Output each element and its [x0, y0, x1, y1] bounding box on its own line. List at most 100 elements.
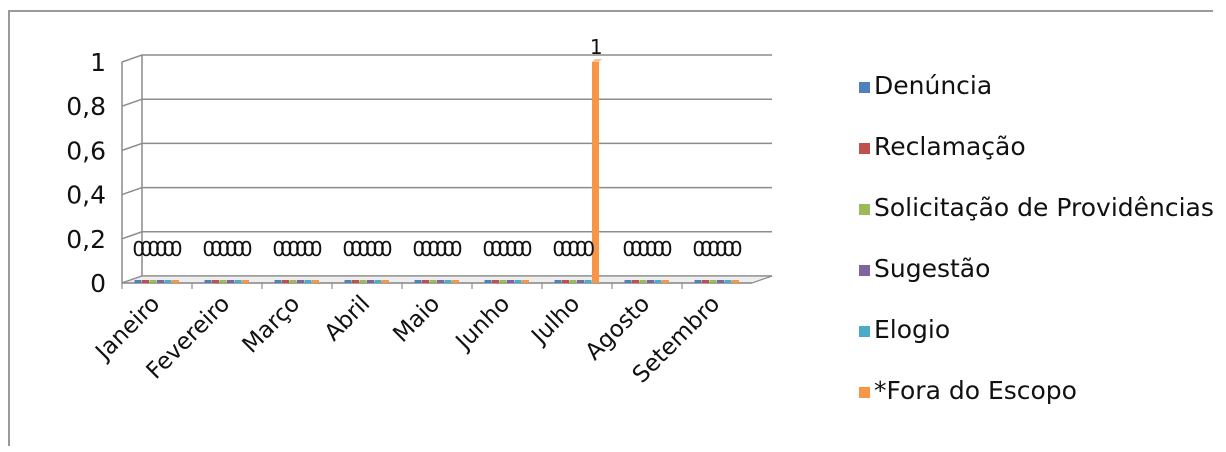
- data-label: 0: [342, 237, 355, 261]
- bar: [352, 280, 359, 283]
- bar: [584, 280, 592, 283]
- data-label: 0: [357, 237, 370, 261]
- bar: [732, 280, 739, 283]
- legend-label: Solicitação de Providências: [874, 193, 1214, 222]
- legend-label: Elogio: [874, 315, 950, 344]
- data-label: 0: [202, 237, 215, 261]
- data-label: 0: [692, 237, 705, 261]
- data-label: 0: [372, 237, 385, 261]
- y-tick-label: 0: [90, 269, 106, 298]
- bar: [639, 280, 647, 283]
- gridline: [121, 98, 772, 107]
- data-label: 0: [232, 237, 245, 261]
- legend-swatch: [859, 265, 870, 276]
- bar: [134, 280, 142, 283]
- data-label: 0: [560, 237, 573, 261]
- bar: [624, 280, 632, 283]
- y-tick-label: 0,4: [66, 181, 106, 210]
- bar: [724, 280, 732, 283]
- bar: [274, 280, 282, 283]
- data-label: 0: [295, 237, 308, 261]
- bar: [164, 280, 172, 283]
- x-tick-label: Julho: [526, 291, 586, 351]
- legend-label: Reclamação: [874, 132, 1026, 161]
- bar: [414, 280, 422, 283]
- bar: [522, 280, 529, 283]
- bar: [709, 280, 717, 283]
- gridline: [121, 186, 772, 196]
- data-label: 0: [497, 237, 510, 261]
- data-label: 0: [715, 237, 728, 261]
- legend-swatch: [859, 204, 870, 215]
- data-label: 0: [435, 237, 448, 261]
- bar: [562, 280, 569, 283]
- data-label: 0: [442, 237, 455, 261]
- legend-swatch: [859, 387, 870, 398]
- bar: [157, 280, 164, 283]
- data-label: 0: [490, 237, 503, 261]
- bar: [227, 280, 234, 283]
- legend-label: *Fora do Escopo: [874, 376, 1077, 405]
- data-label: 0: [225, 237, 238, 261]
- x-tick-label: Abril: [320, 291, 376, 347]
- data-label: 0: [272, 237, 285, 261]
- bar: [219, 280, 227, 283]
- data-label: 0: [505, 237, 518, 261]
- bars: [134, 59, 739, 283]
- bar: [647, 280, 654, 283]
- data-label: 0: [645, 237, 658, 261]
- data-label: 0: [380, 237, 393, 261]
- legend-label: Sugestão: [874, 254, 990, 283]
- x-tick-label: Março: [238, 291, 306, 359]
- data-label: 0: [210, 237, 223, 261]
- bar: [507, 280, 514, 283]
- gridline: [121, 231, 772, 240]
- y-axis: 0 0,2 0,4 0,6 0,8 1: [66, 48, 123, 298]
- bar: [142, 280, 149, 283]
- data-label: 0: [622, 237, 635, 261]
- bar: [344, 280, 352, 283]
- data-label: 0: [302, 237, 315, 261]
- y-tick-label: 1: [90, 48, 106, 77]
- chart-frame: [8, 10, 1213, 446]
- legend: Denúncia Reclamação Solicitação de Providê…: [859, 71, 1214, 405]
- bar-top: [592, 59, 602, 62]
- bar: [514, 280, 522, 283]
- data-label: 0: [365, 237, 378, 261]
- x-tick-label: Maio: [388, 291, 445, 348]
- data-label: 0: [730, 237, 743, 261]
- data-label: 0: [450, 237, 463, 261]
- data-label: 0: [637, 237, 650, 261]
- bar: [172, 280, 179, 283]
- bar: [422, 280, 429, 283]
- data-label: 0: [660, 237, 673, 261]
- data-label: 0: [575, 237, 588, 261]
- data-label: 0: [412, 237, 425, 261]
- data-label: 0: [170, 237, 183, 261]
- bar: [554, 280, 562, 283]
- bar: [382, 280, 389, 283]
- data-label: 0: [427, 237, 440, 261]
- data-label: 0: [700, 237, 713, 261]
- bar: [367, 280, 374, 283]
- bar: [592, 62, 599, 283]
- bar: [437, 280, 444, 283]
- data-label: 0: [630, 237, 643, 261]
- bar: [484, 280, 492, 283]
- data-label: 0: [722, 237, 735, 261]
- data-label: 0: [287, 237, 300, 261]
- bar: [429, 280, 437, 283]
- bar: [304, 280, 312, 283]
- x-tick-label: Junho: [450, 291, 515, 356]
- bar: [234, 280, 242, 283]
- bar: [654, 280, 662, 283]
- data-label: 0: [707, 237, 720, 261]
- bar: [282, 280, 289, 283]
- data-label: 0: [582, 237, 595, 261]
- data-label: 0: [552, 237, 565, 261]
- bar: [242, 280, 249, 283]
- gridline: [121, 54, 772, 63]
- data-label: 0: [217, 237, 230, 261]
- data-label: 0: [162, 237, 175, 261]
